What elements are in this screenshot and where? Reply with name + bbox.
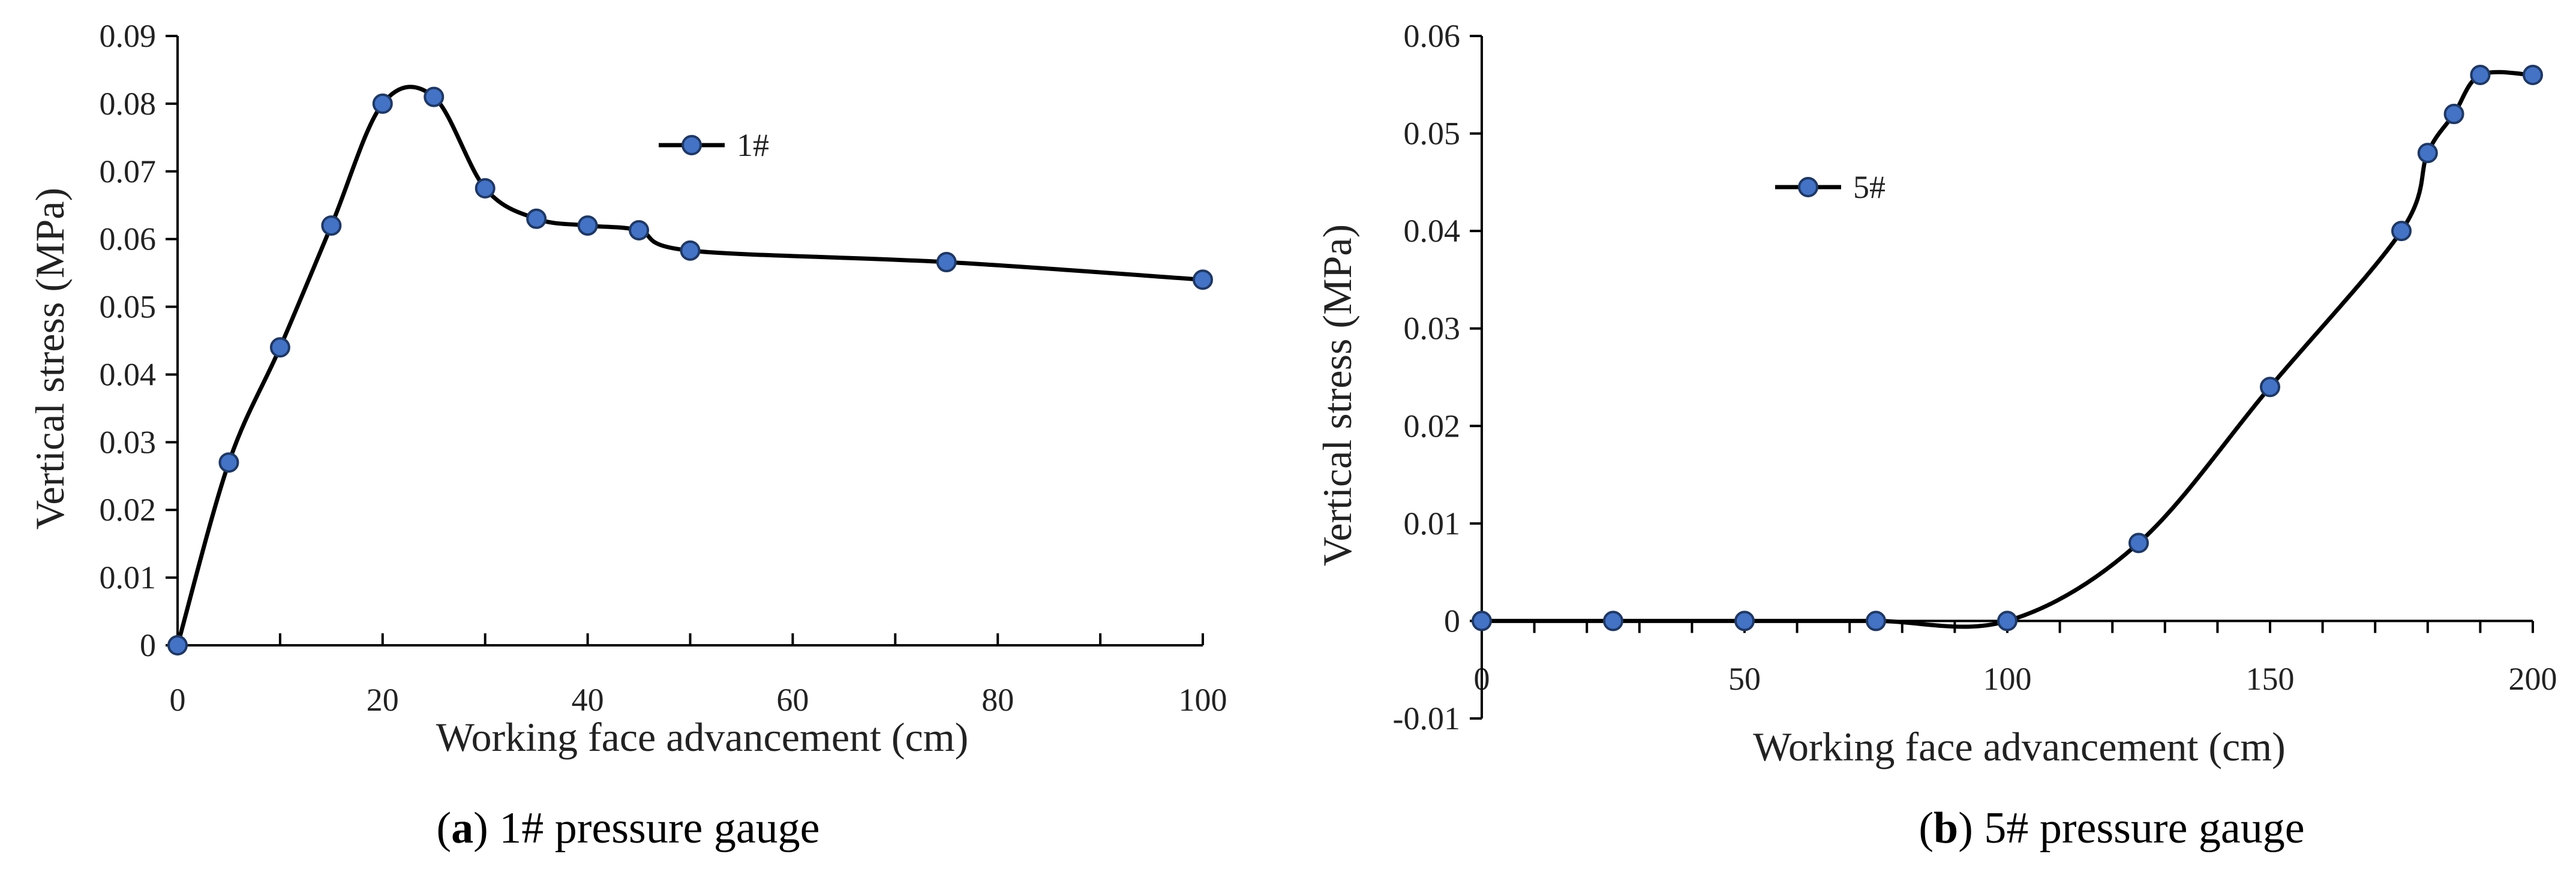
chart-a-data-point	[269, 337, 290, 358]
chart-b-caption: (b) 5# pressure gauge	[1919, 804, 2304, 853]
chart-b-y-tick-label: 0.05	[1404, 116, 1461, 152]
chart-b-y-axis-title: Vertical stress (MPa)	[1314, 224, 1360, 566]
chart-a-data-point	[936, 252, 957, 273]
chart-b-y-tick-label: 0.03	[1404, 311, 1461, 347]
chart-a-data-point	[321, 215, 342, 236]
chart-b-data-point	[2443, 104, 2464, 125]
chart-b-data-point	[2417, 143, 2438, 164]
chart-a-y-tick-label: 0.03	[100, 424, 157, 460]
chart-b-data-point	[1997, 611, 2017, 632]
chart-a-data-point	[167, 635, 188, 655]
chart-a-y-tick-label: 0.05	[100, 289, 157, 325]
chart-a-x-tick-label: 0	[170, 682, 186, 718]
chart-b-data-point	[2128, 533, 2149, 554]
chart-b-x-tick-label: 50	[1728, 661, 1761, 697]
chart-a-caption-text: 1# pressure gauge	[488, 804, 820, 853]
chart-b-series-line	[1481, 70, 2533, 629]
chart-b-y-tick-label: -0.01	[1393, 700, 1460, 736]
chart-b-data-point	[2523, 65, 2543, 86]
chart-a-x-tick-label: 40	[572, 682, 604, 718]
chart-b-y-tick-label: 0.06	[1404, 18, 1461, 54]
chart-b-caption-text: 5# pressure gauge	[1973, 804, 2305, 853]
chart-a-data-point	[629, 219, 650, 240]
chart-a-y-tick-label: 0.04	[100, 356, 157, 392]
chart-a-legend-label: 1#	[737, 127, 769, 163]
chart-a-y-tick-label: 0.09	[100, 18, 157, 54]
chart-a-x-axis-title: Working face advancement (cm)	[436, 714, 969, 760]
chart-a-y-tick-label: 0.07	[100, 154, 157, 190]
chart-b-y-tick-label: 0.04	[1404, 213, 1461, 249]
chart-a-x-tick-label: 20	[367, 682, 399, 718]
chart-a-x-tick-label: 100	[1179, 682, 1227, 718]
chart-a-data-point	[680, 240, 701, 261]
chart-a-y-tick-label: 0.02	[100, 492, 157, 528]
chart-a-y-tick-label: 0	[140, 627, 156, 663]
chart-b-x-tick-label: 100	[1983, 661, 2032, 697]
chart-b-data-point	[2391, 221, 2412, 242]
chart-b-caption-letter: b	[1933, 804, 1958, 853]
chart-a-data-point	[424, 86, 445, 107]
chart-a-data-point	[577, 215, 598, 236]
chart-b-x-axis-title: Working face advancement (cm)	[1753, 724, 2286, 769]
chart-b-legend: 5#	[1775, 169, 1886, 205]
chart-b-y-tick-label: 0.01	[1404, 506, 1461, 542]
chart-a-x-tick-label: 60	[776, 682, 809, 718]
chart-a-legend-marker	[681, 135, 702, 155]
chart-b-data-point	[1472, 611, 1492, 632]
chart-b-x-tick-label: 150	[2246, 661, 2295, 697]
chart-b-y-tick-label: 0	[1444, 603, 1460, 639]
chart-b-data-point	[1734, 611, 1755, 632]
chart-a-y-tick-label: 0.08	[100, 86, 157, 122]
chart-b-x-tick-label: 200	[2509, 661, 2557, 697]
chart-a-y-tick-label: 0.01	[100, 560, 157, 596]
chart-b: 0 50 100 150 200 -0.0100.010.020.030.040.050…	[1314, 18, 2557, 853]
chart-a-data-point	[218, 452, 239, 473]
chart-b-data-point	[1866, 611, 1886, 632]
chart-a-caption-letter: a	[451, 804, 473, 853]
chart-b-legend-marker	[1798, 177, 1818, 197]
chart-a-data-point	[526, 208, 547, 229]
chart-b-data-point	[1603, 611, 1623, 632]
chart-a: 0 20 40 60 80 100 0 0.01 0.02 0.03 0.04 0.05 0.06 0.…	[27, 18, 1227, 853]
chart-a-data-point	[372, 93, 393, 114]
chart-a-data-point	[475, 178, 496, 199]
chart-a-caption: (a) 1# pressure gauge	[436, 804, 819, 853]
chart-b-legend-label: 5#	[1853, 169, 1886, 205]
chart-b-data-point	[2260, 377, 2280, 398]
chart-b-data-point	[2470, 65, 2491, 86]
chart-a-legend: 1#	[659, 127, 769, 163]
chart-a-series-line	[175, 85, 1203, 646]
chart-a-y-axis-title: Vertical stress (MPa)	[27, 188, 73, 530]
chart-a-x-tick-label: 80	[981, 682, 1014, 718]
chart-b-y-tick-label: 0.02	[1404, 408, 1461, 444]
chart-a-y-tick-label: 0.06	[100, 221, 157, 257]
chart-a-data-point	[1193, 269, 1213, 290]
